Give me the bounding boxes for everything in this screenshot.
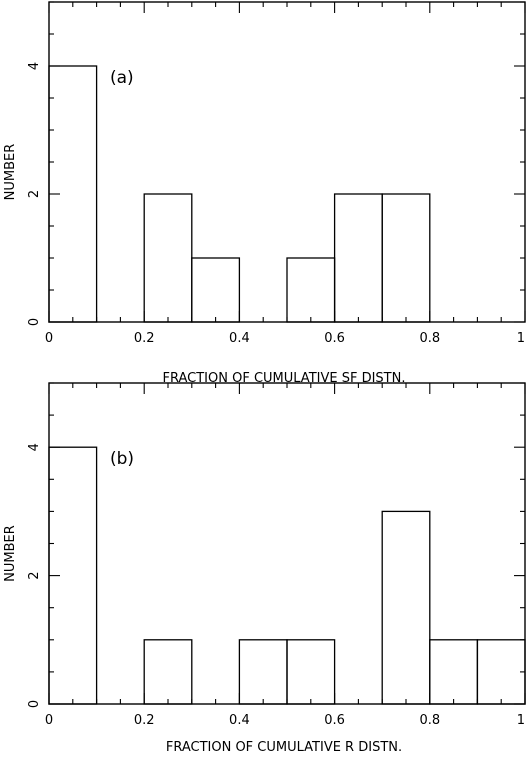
histogram-bar <box>286 639 336 705</box>
x-tick-label: 0.8 <box>419 713 440 728</box>
y-tick-label: 0 <box>27 700 42 708</box>
histogram-bar <box>333 193 383 323</box>
x-tick-label: 0.4 <box>229 713 250 728</box>
x-tick-label: 0.6 <box>324 331 345 346</box>
x-tick-label: 0.4 <box>229 331 250 346</box>
x-tick-label: 0.2 <box>134 713 155 728</box>
histogram-bar <box>191 257 241 323</box>
chart-panel-a: 0 0.2 0.4 0.6 0.8 1 0 2 4 FRACTION OF CUMULATIVE … <box>3 1 526 386</box>
histogram-bar <box>238 639 288 705</box>
y-tick-label: 2 <box>27 190 42 198</box>
y-tick-label: 0 <box>27 318 42 326</box>
panel-label: (b) <box>110 449 134 469</box>
histogram-bar <box>476 639 526 705</box>
histogram-bar <box>381 193 431 323</box>
x-axis-title: FRACTION OF CUMULATIVE R DISTN. <box>166 740 402 755</box>
x-tick-label: 1 <box>517 331 525 346</box>
panel-label: (a) <box>110 68 134 88</box>
histogram-bar <box>143 639 193 705</box>
x-tick-label: 0.8 <box>419 331 440 346</box>
chart-panel-b: 0 0.2 0.4 0.6 0.8 1 0 2 4 FRACTION OF CUMULATIVE … <box>3 382 526 755</box>
x-tick-label: 0.6 <box>324 713 345 728</box>
x-tick-label: 1 <box>517 713 525 728</box>
histogram-bar <box>381 510 431 705</box>
x-tick-label: 0.2 <box>134 331 155 346</box>
histogram-bar <box>143 193 193 323</box>
y-axis-title: NUMBER <box>3 525 18 582</box>
y-axis-title: NUMBER <box>3 144 18 201</box>
x-axis-title: FRACTION OF CUMULATIVE SF DISTN. <box>163 371 406 386</box>
histogram-bar <box>286 257 336 323</box>
y-tick-label: 4 <box>27 62 42 70</box>
y-tick-label: 4 <box>27 443 42 451</box>
x-tick-label: 0 <box>45 331 53 346</box>
histogram-bar <box>429 639 479 705</box>
y-tick-label: 2 <box>27 571 42 579</box>
x-tick-label: 0 <box>45 713 53 728</box>
